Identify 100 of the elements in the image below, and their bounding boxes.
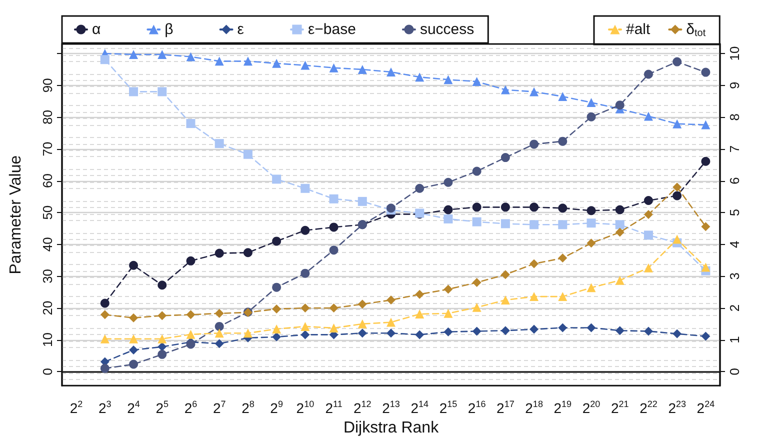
point [472,326,482,336]
point [272,58,282,68]
point [300,330,310,340]
point [701,120,710,130]
point [100,55,110,64]
point [644,70,653,79]
point [644,196,653,205]
y-tick-label: 40 [40,237,55,252]
point [243,150,252,159]
y-tick-label: 20 [40,300,55,316]
point [500,85,510,94]
point [272,236,282,246]
point [129,345,138,354]
point [415,290,424,299]
point [586,206,596,216]
y2-tick-label: 9 [727,82,742,89]
point [644,112,653,121]
point [329,324,338,333]
legend-label: #alt [626,21,652,38]
point [586,98,596,108]
point [214,139,224,148]
point [444,205,453,214]
point [444,284,453,294]
point [644,210,653,219]
y2-tick-label: 7 [727,145,742,153]
point [358,64,367,74]
point [186,119,196,128]
point [415,184,424,193]
point [386,67,396,76]
point [158,87,167,96]
point [214,248,224,258]
point [186,310,196,320]
point [530,324,539,334]
point [530,292,539,302]
point [386,318,396,327]
point [472,77,482,86]
point [129,50,138,59]
y2-tick-label: 3 [727,272,742,280]
point [500,153,510,162]
point [214,339,224,348]
point [358,196,367,206]
point [358,319,367,328]
point [530,140,539,149]
point [186,256,196,266]
point [100,364,110,373]
point [615,326,624,336]
y2-tick-label: 0 [727,368,742,376]
point [558,204,568,213]
y-tick-label: 50 [40,205,55,220]
point [272,324,282,334]
point [358,328,367,338]
point [415,330,424,340]
point [558,136,568,146]
point [701,156,710,166]
point [100,298,110,308]
point [500,296,510,305]
y-tick-label: 80 [40,110,55,124]
point [415,310,424,319]
point [300,60,310,70]
point [329,303,338,312]
point [329,222,338,232]
y-axis-title: Parameter Value [8,155,24,274]
point [530,202,539,212]
point [158,311,167,320]
point [214,308,224,318]
point [530,87,539,96]
point [558,220,568,230]
point [615,220,624,230]
point [615,100,624,110]
point [444,327,453,336]
point [672,234,682,244]
point [500,202,510,212]
point [500,219,510,228]
point [615,276,624,285]
point [129,360,138,369]
point [472,202,482,212]
y2-tick-label: 6 [727,177,742,184]
point [272,174,282,184]
point [186,52,196,62]
point [615,228,624,237]
point [472,217,482,226]
point [100,310,110,320]
point [586,112,596,122]
point [214,328,224,338]
point [558,292,568,302]
y-tick-label: 10 [40,332,55,348]
point [243,56,252,66]
point [644,263,653,272]
point [243,328,252,338]
y-tick-label: 90 [40,78,55,93]
point [701,262,710,272]
point [701,222,710,232]
point [300,268,310,278]
point [672,57,682,66]
point [586,323,596,332]
point [586,283,596,292]
point [558,254,568,263]
point [530,220,539,230]
point [272,282,282,292]
point [586,238,596,248]
